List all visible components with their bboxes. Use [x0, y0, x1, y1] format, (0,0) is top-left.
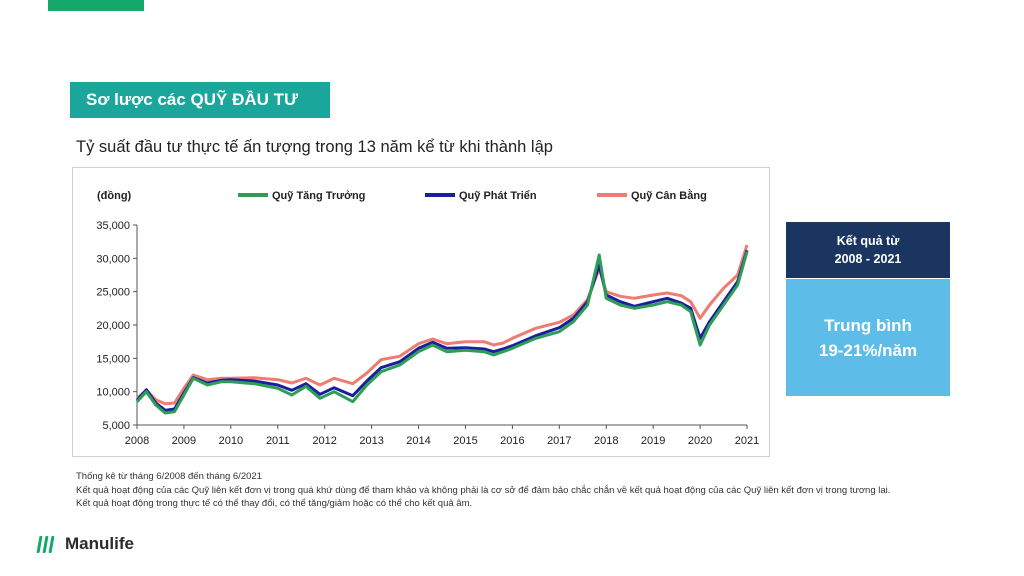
legend-label-3: Quỹ Cân Bằng: [631, 189, 707, 202]
x-tick-label: 2013: [359, 435, 383, 447]
x-tick-label: 2010: [219, 435, 243, 447]
footnote-variability: Kết quả hoạt động trong thực tế có thể t…: [76, 498, 473, 509]
x-tick-label: 2018: [594, 435, 618, 447]
y-tick-label: 25,000: [96, 287, 130, 299]
y-tick-label: 35,000: [96, 220, 130, 232]
x-tick-label: 2020: [688, 435, 712, 447]
manulife-logo-icon: [36, 535, 55, 553]
x-tick-label: 2008: [125, 435, 149, 447]
x-tick-label: 2017: [547, 435, 571, 447]
result-period-box: Kết quả từ 2008 - 2021: [786, 222, 950, 278]
result-body-line2: 19-21%/năm: [818, 340, 918, 360]
x-tick-label: 2014: [406, 435, 430, 447]
y-tick-label: 5,000: [102, 420, 130, 432]
result-body-line1: Trung bình: [824, 315, 912, 335]
page-title: Sơ lược các QUỸ ĐẦU TƯ: [70, 82, 330, 118]
series-line-3: [136, 244, 749, 406]
top-accent-bar: [48, 0, 144, 11]
result-average-box: Trung bình 19-21%/năm: [786, 279, 950, 396]
y-tick-label: 30,000: [96, 253, 130, 265]
brand-name: Manulife: [65, 534, 134, 553]
y-tick-label: 20,000: [96, 320, 130, 332]
chart-frame: 5,000 10,000 15,000 20,000 25,000 30,000 35,00…: [72, 167, 770, 457]
series-line-2: [135, 249, 749, 412]
x-tick-label: 2016: [500, 435, 524, 447]
footnotes: Thống kê từ tháng 6/2008 đến tháng 6/202…: [76, 470, 956, 511]
page-subtitle: Tỷ suất đầu tư thực tế ấn tượng trong 13…: [76, 138, 553, 156]
chart-legend: Quỹ Tăng Trưởng Quỹ Phát Triển Quỹ Cân Bằn…: [238, 189, 707, 202]
footnote-period: Thống kê từ tháng 6/2008 đến tháng 6/202…: [76, 471, 262, 482]
legend-label-2: Quỹ Phát Triển: [459, 190, 537, 202]
x-tick-label: 2012: [312, 435, 336, 447]
x-tick-label: 2021: [735, 435, 759, 447]
y-tick-label: 10,000: [96, 387, 130, 399]
y-tick-label: 15,000: [96, 353, 130, 365]
x-tick-label: 2015: [453, 435, 477, 447]
x-tick-label: 2019: [641, 435, 665, 447]
x-tick-label: 2009: [172, 435, 196, 447]
manulife-logo: Manulife: [36, 534, 134, 554]
chart-axes: 5,000 10,000 15,000 20,000 25,000 30,000 35,00…: [96, 220, 759, 447]
x-tick-label: 2011: [266, 435, 290, 447]
result-heading-line2: 2008 - 2021: [834, 252, 902, 266]
line-chart: 5,000 10,000 15,000 20,000 25,000 30,000 35,00…: [96, 189, 759, 447]
legend-label-1: Quỹ Tăng Trưởng: [272, 190, 365, 202]
result-heading-line1: Kết quả từ: [836, 234, 900, 248]
footnote-disclaimer: Kết quả hoạt động của các Quỹ liên kết đ…: [76, 484, 891, 496]
chart-series: [135, 244, 749, 415]
series-line-1: [135, 251, 749, 415]
y-axis-label: (đồng): [97, 190, 132, 202]
